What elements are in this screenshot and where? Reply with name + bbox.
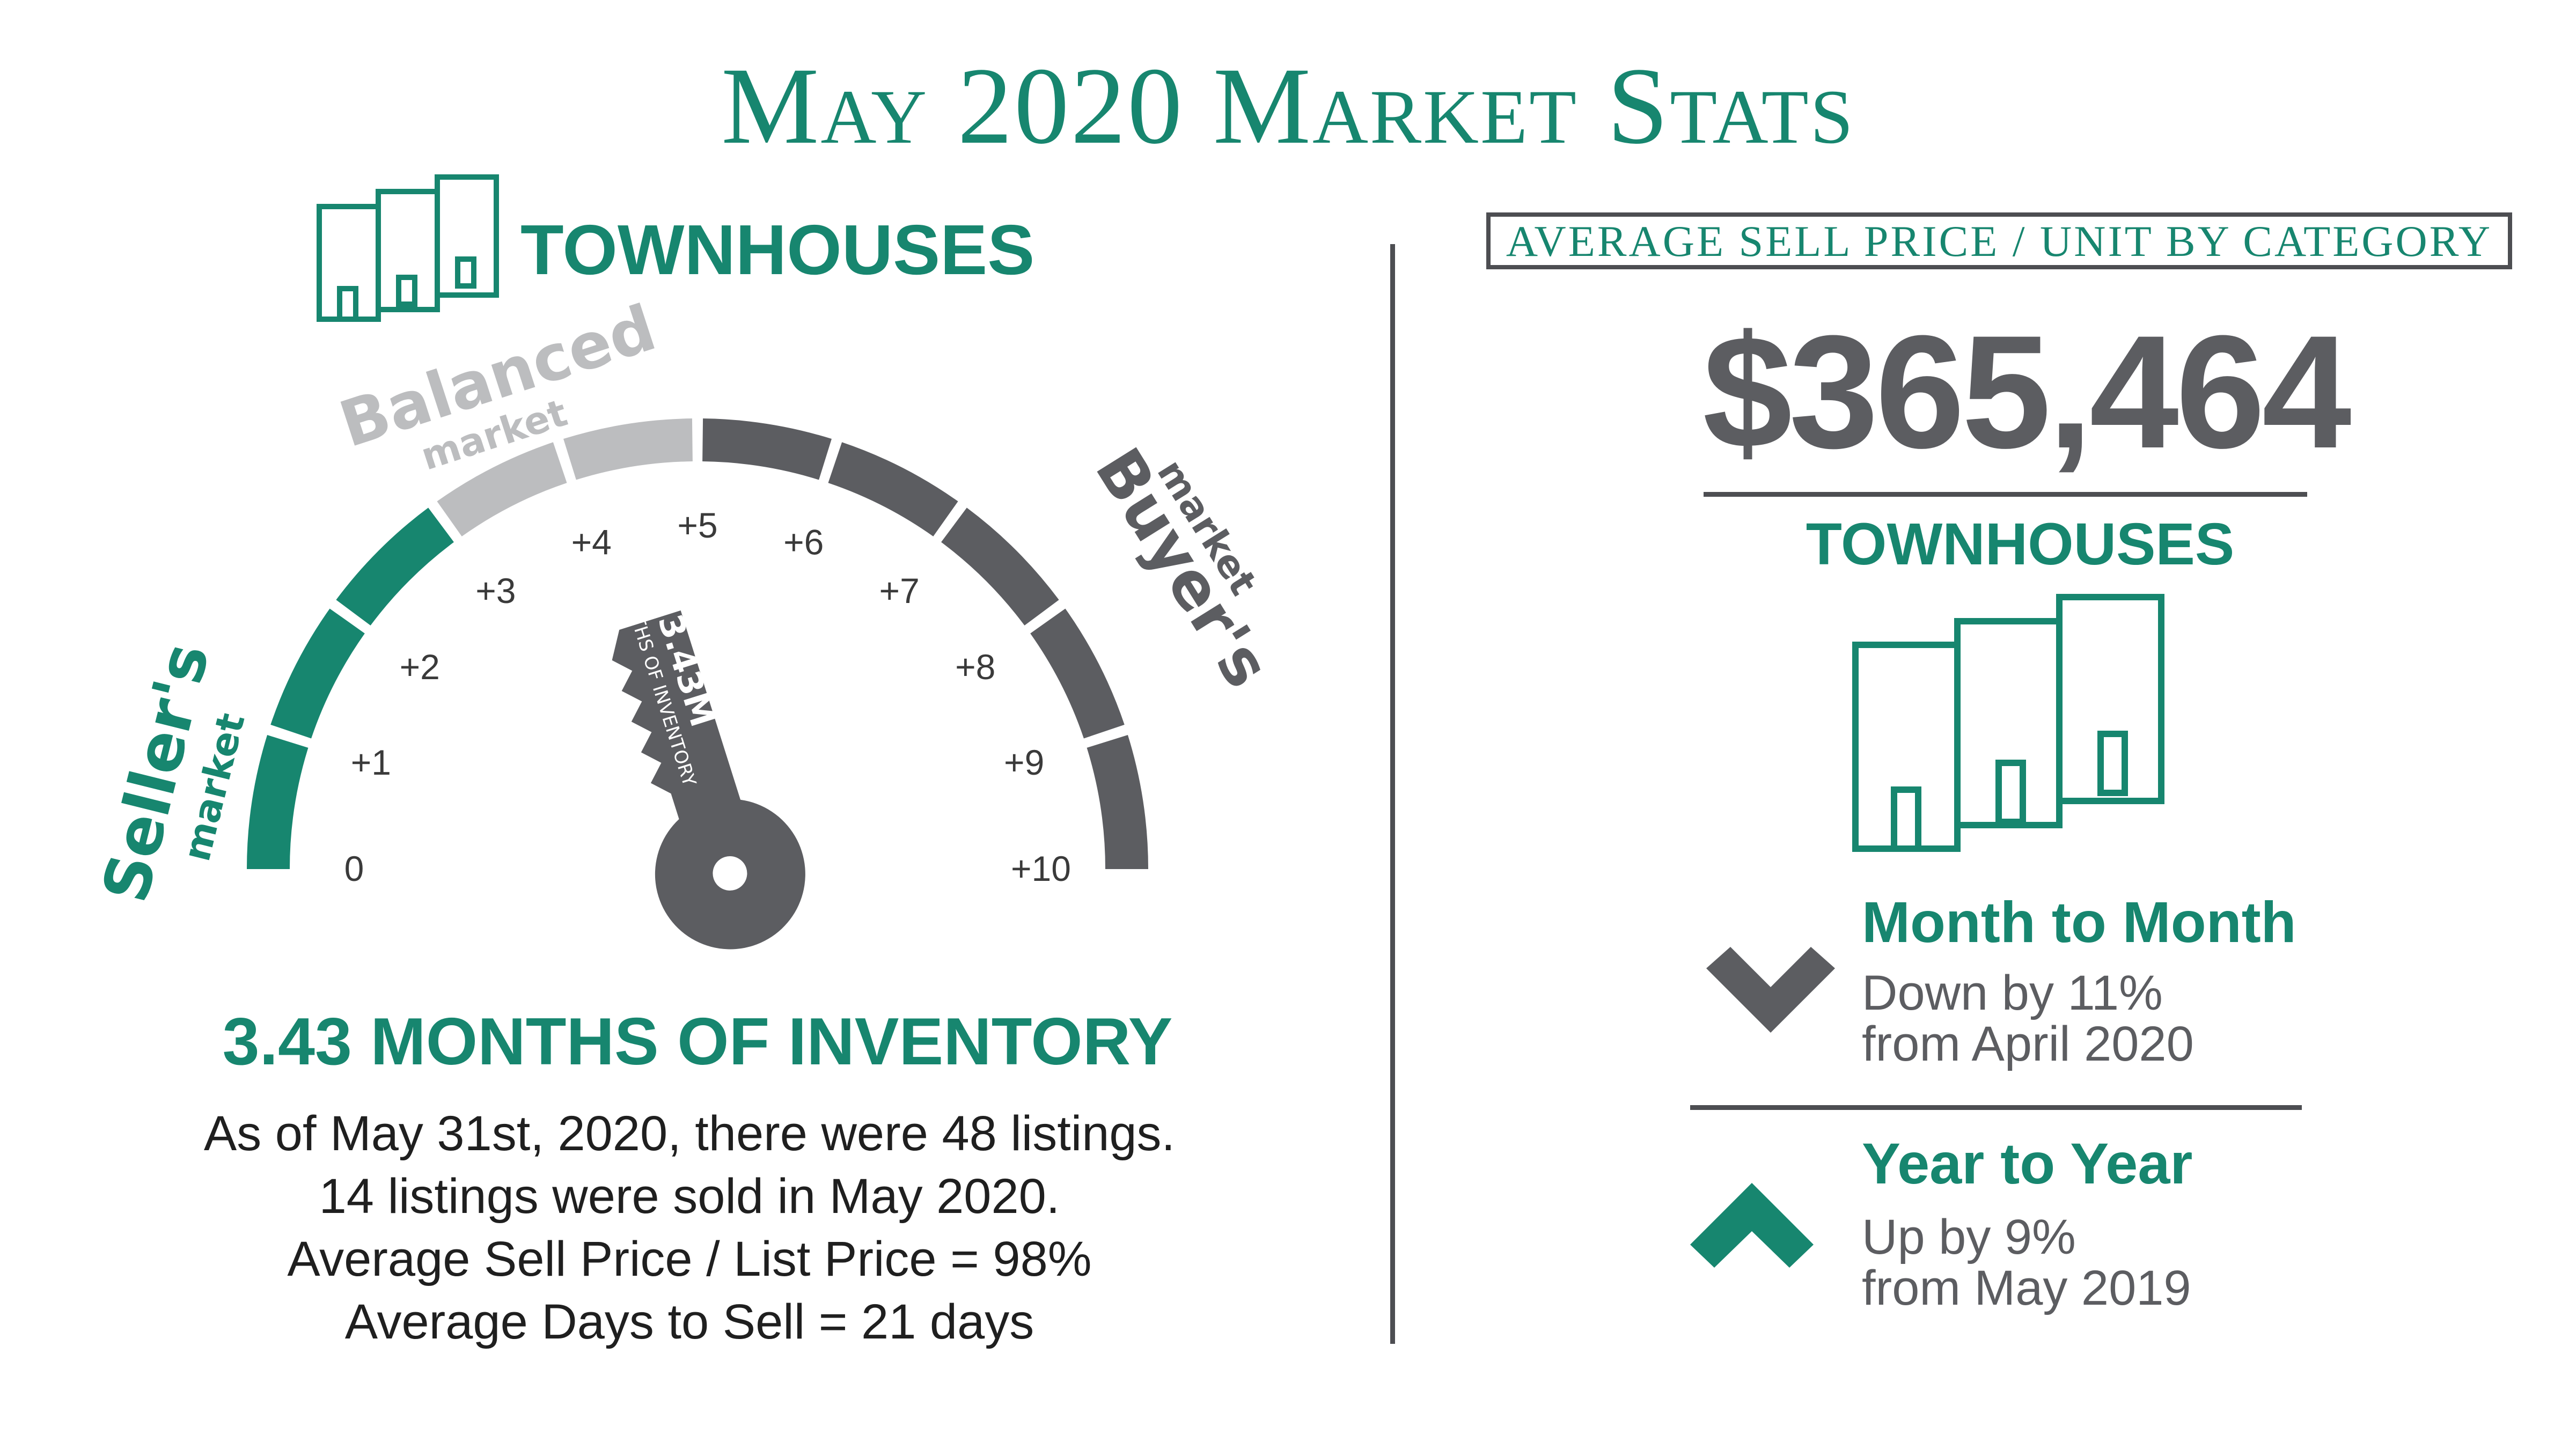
townhouse-icon	[317, 174, 499, 322]
stat-line: Average Days to Sell = 21 days	[344, 1294, 1034, 1349]
gauge-tick-label: 0	[344, 849, 364, 888]
gauge-tick-label: +5	[677, 505, 717, 545]
gauge-tick-label: +10	[1011, 849, 1071, 888]
buyers-label: Buyer's market	[1081, 436, 1285, 700]
inventory-stats: As of May 31st, 2020, there were 48 list…	[0, 1102, 1379, 1354]
chevron-down-icon	[1706, 947, 1835, 1033]
gauge-segment	[1030, 608, 1125, 739]
gauge-segment	[247, 735, 309, 869]
gauge-tick-label: +4	[571, 522, 612, 562]
key-needle-icon: 3.43M MONTHS OF INVENTORY	[612, 571, 805, 950]
gauge-segment	[437, 442, 567, 536]
change-divider	[1690, 1105, 2302, 1110]
gauge-segment	[941, 507, 1059, 626]
center-divider	[1390, 244, 1395, 1344]
chevron-up-icon	[1690, 1183, 1814, 1268]
month-to-month-baseline: from April 2020	[1862, 1017, 2194, 1071]
month-to-month-change: Down by 11%	[1862, 966, 2163, 1020]
gauge-segment	[1087, 735, 1148, 869]
gauge-tick-label: +9	[1004, 742, 1044, 782]
gauge-segment	[828, 442, 958, 536]
gauge-tick-label: +7	[879, 571, 920, 611]
property-type-label: TOWNHOUSES	[520, 210, 1035, 289]
price-underline	[1704, 492, 2307, 497]
gauge-segment	[563, 418, 693, 480]
gauge-tick-label: +6	[783, 522, 824, 562]
gauge-tick-label: +3	[475, 571, 516, 611]
property-type-label: TOWNHOUSES	[1806, 511, 2235, 577]
stat-line: Average Sell Price / List Price = 98%	[287, 1232, 1092, 1286]
gauge-segment	[702, 418, 832, 480]
gauge-tick-label: +8	[955, 647, 995, 687]
category-header: AVERAGE SELL PRICE / UNIT BY CATEGORY	[1486, 212, 2512, 269]
average-price: $365,464	[1702, 301, 2351, 482]
market-gauge: 0 +1 +2 +3 +4 +5 +6 +7 +8 +9 +10 Seller's market B…	[88, 290, 1285, 950]
gauge-tick-label: +1	[351, 742, 391, 782]
townhouse-icon	[1852, 594, 2164, 852]
gauge-segment	[336, 507, 454, 626]
page-title: May 2020 Market Stats	[721, 45, 1855, 167]
sellers-label: Seller's market	[88, 636, 254, 909]
stat-line: As of May 31st, 2020, there were 48 list…	[203, 1106, 1176, 1161]
year-to-year-title: Year to Year	[1862, 1131, 2193, 1196]
gauge-segment	[270, 608, 365, 739]
year-to-year-change: Up by 9%	[1862, 1210, 2076, 1264]
gauge-tick-label: +2	[400, 647, 440, 687]
month-to-month-title: Month to Month	[1862, 889, 2296, 954]
stat-line: 14 listings were sold in May 2020.	[319, 1169, 1060, 1224]
inventory-headline: 3.43 MONTHS OF INVENTORY	[222, 1005, 1173, 1079]
year-to-year-baseline: from May 2019	[1862, 1261, 2191, 1315]
